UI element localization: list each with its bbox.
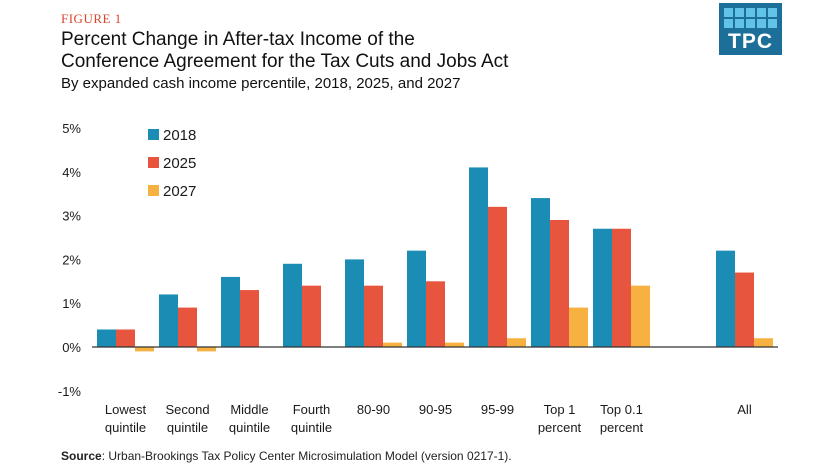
bar-2018 — [221, 276, 240, 347]
bar-2018 — [469, 167, 488, 347]
y-tick-label: 4% — [62, 165, 81, 180]
x-tick-label: quintile — [291, 420, 332, 435]
x-tick-label: 90-95 — [419, 402, 452, 417]
bar-2018 — [407, 250, 426, 347]
x-tick-label: Top 0.1 — [600, 402, 643, 417]
source-text: : Urban-Brookings Tax Policy Center Micr… — [101, 449, 512, 463]
source-note: Source: Urban-Brookings Tax Policy Cente… — [61, 449, 512, 463]
bar-2025 — [426, 281, 445, 347]
x-tick-label: Top 1 — [544, 402, 576, 417]
y-tick-label: 0% — [62, 340, 81, 355]
legend-label-2025: 2025 — [163, 155, 196, 172]
bar-2027 — [383, 342, 402, 347]
legend-label-2027: 2027 — [163, 183, 196, 200]
source-label: Source — [61, 449, 102, 463]
bar-2018 — [593, 228, 612, 347]
x-tick-label: quintile — [105, 420, 146, 435]
x-tick-label: All — [737, 402, 752, 417]
legend-label-2018: 2018 — [163, 127, 196, 144]
bar-2027 — [197, 347, 216, 352]
bar-2025 — [178, 307, 197, 347]
bar-2025 — [302, 285, 321, 347]
chart-title: Percent Change in After-tax Income of th… — [61, 29, 508, 73]
bar-2025 — [240, 290, 259, 347]
bar-2018 — [159, 294, 178, 347]
x-tick-label: 80-90 — [357, 402, 390, 417]
y-tick-label: 2% — [62, 252, 81, 267]
x-tick-label: Fourth — [293, 402, 331, 417]
logo-text: TPC — [728, 30, 773, 53]
bar-2027 — [631, 285, 650, 347]
tpc-logo: TPC — [719, 3, 782, 55]
x-tick-label: Lowest — [105, 402, 147, 417]
bar-2027 — [754, 338, 773, 347]
bar-2018 — [531, 198, 550, 347]
legend-swatch-2018 — [148, 129, 159, 140]
y-tick-label: 5% — [62, 121, 81, 136]
bar-2018 — [283, 263, 302, 347]
bar-2025 — [116, 329, 135, 347]
bar-2027 — [445, 342, 464, 347]
x-tick-label: 95-99 — [481, 402, 514, 417]
bar-2027 — [507, 338, 526, 347]
bar-2025 — [488, 206, 507, 347]
legend-swatch-2025 — [148, 157, 159, 168]
chart-subtitle: By expanded cash income percentile, 2018… — [61, 75, 461, 92]
x-tick-label: Middle — [230, 402, 268, 417]
x-tick-label: Second — [165, 402, 209, 417]
bar-2025 — [612, 228, 631, 347]
bar-2027 — [135, 347, 154, 352]
bar-2027 — [569, 307, 588, 347]
bar-2025 — [364, 285, 383, 347]
x-tick-label: quintile — [229, 420, 270, 435]
logo-grid-icon — [724, 8, 777, 28]
x-tick-label: percent — [538, 420, 582, 435]
y-tick-label: 1% — [62, 296, 81, 311]
x-tick-label: percent — [600, 420, 644, 435]
bar-2018 — [97, 329, 116, 347]
figure-label: FIGURE 1 — [61, 11, 122, 26]
bar-2025 — [735, 272, 754, 347]
x-tick-label: quintile — [167, 420, 208, 435]
bar-2025 — [550, 219, 569, 347]
chart-title-line-1: Percent Change in After-tax Income of th… — [61, 29, 415, 50]
bar-2018 — [716, 250, 735, 347]
legend-swatch-2027 — [148, 185, 159, 196]
bar-2018 — [345, 259, 364, 347]
chart-title-line-2: Conference Agreement for the Tax Cuts an… — [61, 51, 509, 72]
y-tick-label: 3% — [62, 209, 81, 224]
y-tick-label: -1% — [58, 384, 82, 399]
